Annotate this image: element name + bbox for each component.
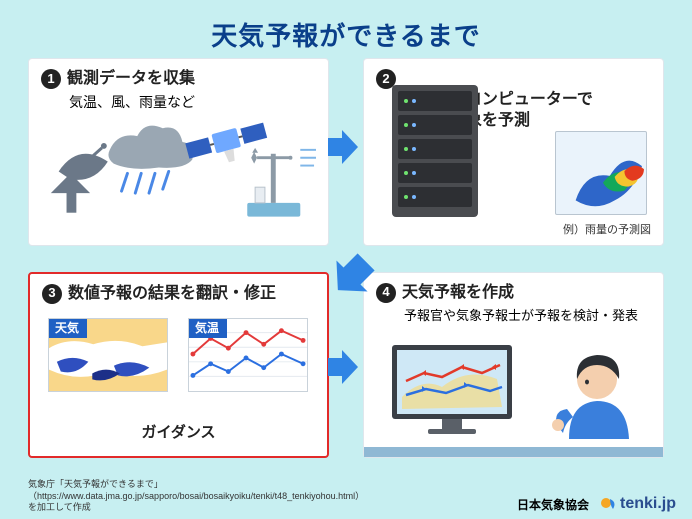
step-1-panel: 1 観測データを収集 気温、風、雨量など (28, 58, 329, 246)
source-credit: 気象庁「天気予報ができるまで」 （https://www.data.jma.go… (28, 479, 364, 513)
step-1-number: 1 (41, 69, 61, 89)
forecaster-scene (382, 337, 532, 447)
infographic-canvas: 天気予報ができるまで 1 観測データを収集 気温、風、雨量など (0, 0, 692, 519)
brand-block: 日本気象協会 tenki.jp (517, 495, 676, 513)
tenki-logo-icon (599, 495, 617, 513)
step-3-heading-text: 数値予報の結果を翻訳・修正 (68, 284, 276, 305)
step-4-heading-text: 天気予報を作成 (402, 283, 514, 304)
source-line-3: を加工して作成 (28, 502, 364, 513)
step-3-panel: 3 数値予報の結果を翻訳・修正 天気 気温 ガイダンス (28, 272, 329, 458)
supercomputer-icon (392, 85, 478, 217)
guidance-temp-box: 気温 (188, 318, 308, 392)
guidance-weather-tag: 天気 (48, 318, 87, 338)
observation-icons (41, 112, 316, 235)
satellite-icon (185, 120, 271, 171)
footer: 気象庁「天気予報ができるまで」 （https://www.data.jma.go… (28, 479, 676, 513)
step-1-heading-text: 観測データを収集 (67, 69, 195, 90)
weather-station-icon (247, 148, 316, 217)
map-caption: 例）雨量の予測図 (563, 221, 651, 237)
raincloud-icon (108, 125, 193, 192)
rain-forecast-map (555, 131, 647, 215)
tenki-logo-text: tenki.jp (620, 495, 676, 513)
step-1-heading: 1 観測データを収集 (41, 69, 316, 90)
step-1-subtext: 気温、風、雨量など (69, 92, 316, 112)
arrow-3-icon (328, 350, 358, 384)
radar-dish-icon (51, 143, 108, 213)
forecaster-person-icon (539, 329, 649, 449)
step-2-panel: 2 スーパーコンピューターで 未来の気象を予測 数値予報 例）雨量の予測図 (363, 58, 664, 246)
guidance-label: ガイダンス (30, 421, 327, 442)
guidance-weather-box: 天気 (48, 318, 168, 392)
arrow-1-icon (328, 130, 358, 164)
step-4-panel: 4 天気予報を作成 予報官や気象予報士が予報を検討・発表 (363, 272, 664, 458)
brand-name: 日本気象協会 (517, 496, 589, 513)
source-line-2: （https://www.data.jma.go.jp/sapporo/bosa… (28, 491, 364, 502)
step-4-number: 4 (376, 283, 396, 303)
step-1-art (41, 112, 316, 235)
tenki-logo: tenki.jp (599, 495, 676, 513)
step-3-heading: 3 数値予報の結果を翻訳・修正 (42, 284, 315, 305)
rain-map-svg (556, 132, 646, 214)
guidance-temp-tag: 気温 (188, 318, 227, 338)
main-title: 天気予報ができるまで (0, 0, 692, 53)
step-3-number: 3 (42, 284, 62, 304)
step-4-subtext: 予報官や気象予報士が予報を検討・発表 (404, 305, 651, 324)
desk (364, 447, 663, 457)
source-line-1: 気象庁「天気予報ができるまで」 (28, 479, 364, 490)
step-4-heading: 4 天気予報を作成 (376, 283, 651, 304)
